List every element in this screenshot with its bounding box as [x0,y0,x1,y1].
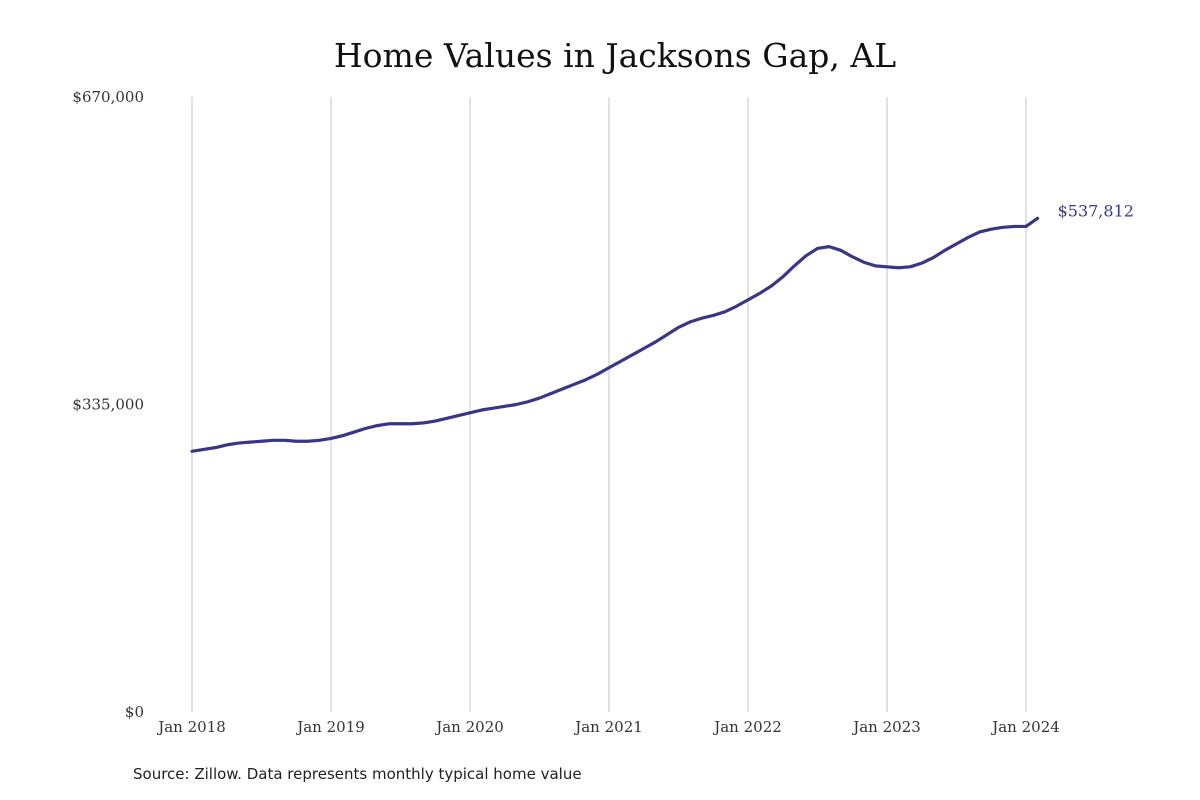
source-note: Source: Zillow. Data represents monthly … [133,765,582,783]
gridlines [191,97,1027,712]
series-layer [190,216,1040,453]
x-tick-label: Jan 2023 [851,718,921,736]
y-tick-label: $670,000 [72,88,144,106]
x-axis-tick-labels: Jan 2018 Jan 2019 Jan 2020 Jan 2021 Jan 2022… [156,718,1060,736]
x-tick-label: Jan 2024 [990,718,1060,736]
y-tick-label: $0 [125,703,144,721]
y-tick-label: $335,000 [72,396,144,414]
end-value-label: $537,812 [1058,201,1134,220]
x-tick-label: Jan 2022 [712,718,782,736]
x-tick-label: Jan 2020 [434,718,504,736]
x-tick-label: Jan 2018 [156,718,226,736]
y-axis-tick-labels: $0 $335,000 $670,000 [72,88,144,721]
chart-title: Home Values in Jacksons Gap, AL [334,36,896,75]
x-tick-label: Jan 2019 [295,718,365,736]
series-line [190,216,1040,453]
x-tick-label: Jan 2021 [573,718,643,736]
